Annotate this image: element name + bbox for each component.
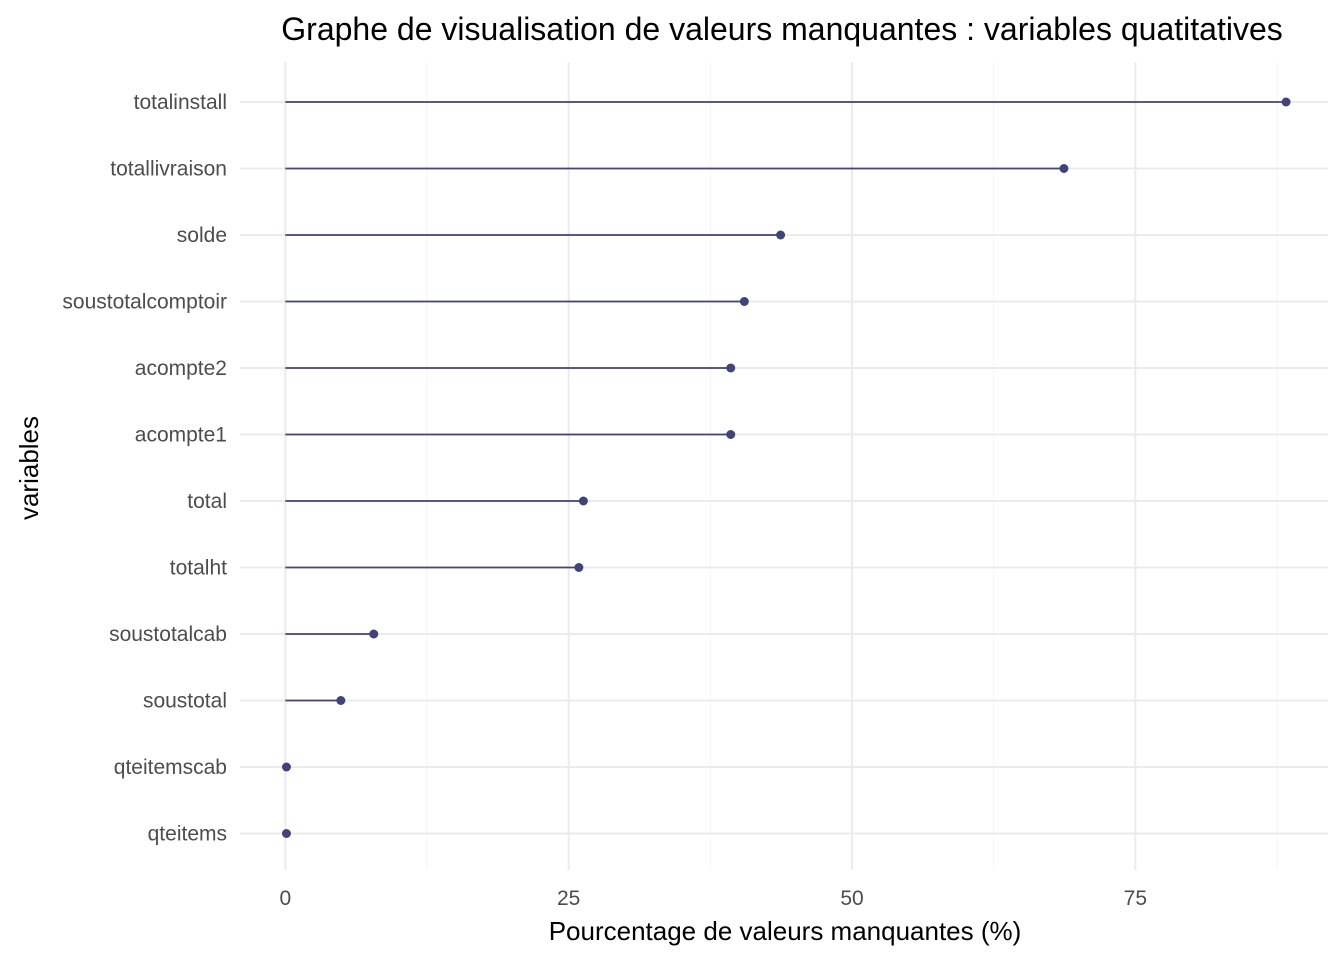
lollipop-point: [336, 696, 346, 705]
grid-layer: [240, 62, 1328, 870]
y-tick-label: qteitems: [148, 823, 227, 846]
lollipop-point: [776, 230, 786, 240]
lollipop-point: [281, 829, 291, 838]
y-tick-label: totallivraison: [110, 158, 227, 181]
lollipop-point: [574, 563, 584, 572]
lollipop-point: [369, 629, 379, 639]
y-axis-title: variables: [14, 416, 44, 520]
y-tick-label: soustotalcomptoir: [62, 291, 227, 314]
y-tick-label: qteitemscab: [114, 756, 227, 779]
y-tick-label: totalht: [170, 557, 227, 580]
lollipop-point: [578, 496, 588, 506]
y-tick-label: acompte1: [135, 424, 227, 447]
x-tick-label: 0: [279, 887, 291, 910]
x-tick-label: 50: [840, 887, 863, 910]
y-tick-label: acompte2: [135, 357, 227, 380]
marks-layer: [281, 97, 1291, 838]
x-tick-label: 25: [557, 887, 580, 910]
lollipop-point: [726, 430, 736, 439]
lollipop-point: [281, 762, 291, 772]
lollipop-point: [1059, 164, 1069, 173]
lollipop-point: [1281, 97, 1291, 107]
y-tick-label: soustotal: [143, 690, 227, 713]
x-axis-title: Pourcentage de valeurs manquantes (%): [549, 916, 1022, 946]
x-tick-label: 75: [1124, 887, 1147, 910]
labels-layer: 0 25 50 75 totalinstall totallivraison solde so…: [62, 91, 1147, 910]
y-tick-label: solde: [177, 224, 227, 247]
y-tick-label: soustotalcab: [109, 623, 227, 646]
y-tick-label: total: [187, 490, 227, 513]
lollipop-point: [739, 297, 749, 306]
chart-title: Graphe de visualisation de valeurs manqu…: [281, 11, 1282, 47]
lollipop-point: [726, 363, 736, 373]
y-tick-label: totalinstall: [134, 91, 227, 114]
